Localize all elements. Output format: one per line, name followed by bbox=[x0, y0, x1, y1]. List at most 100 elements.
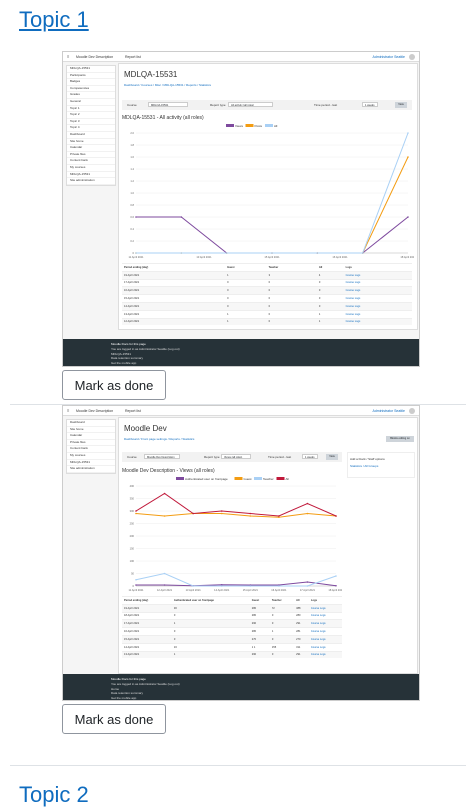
table-cell: 0 bbox=[171, 627, 250, 636]
course-logs-link: Course Logs bbox=[308, 627, 342, 636]
shot1-sidebar-item: Private files bbox=[67, 152, 115, 159]
shot1-x-tick: 16 April 2021 bbox=[332, 255, 348, 259]
shot1-chart: Views Posts All 0 0.2 0.4 0.6 0.8 1.0 1.2 1.4 1.6 1.… bbox=[129, 124, 414, 259]
shot2-footer-line: Moodle Docs for this page bbox=[111, 677, 146, 681]
shot2-controls: Course Moodle Dev Description Report typ… bbox=[122, 452, 342, 462]
shot2-chart-title: Moodle Dev Description - Views (all role… bbox=[122, 468, 215, 474]
shot1-sidebar-item: Participants bbox=[67, 73, 115, 80]
table-cell: 0 bbox=[171, 634, 250, 644]
shot2-legend-label: Authenticated user on frontpage bbox=[185, 477, 228, 481]
shot1-footer-line: MDLQA-15531 bbox=[111, 351, 132, 356]
shot2-y-tick: 350 bbox=[130, 497, 135, 501]
shot1-report-label: Report type bbox=[210, 103, 226, 107]
table-row: 17 April 2021 1 290 0 291 Course Logs bbox=[122, 619, 342, 628]
table-cell: 280 bbox=[249, 627, 270, 636]
shot1-sidebar-item: Badges bbox=[67, 79, 115, 86]
shot1-footer-line: Get the mobile app bbox=[111, 361, 137, 366]
table-cell: 30 bbox=[171, 603, 250, 613]
mark-as-done-button-1[interactable]: Mark as done bbox=[62, 370, 166, 400]
shot1-y-tick: 0.8 bbox=[130, 203, 134, 207]
shot2-edit-button: Blocks editing on bbox=[386, 436, 414, 442]
shot2-footer-line: You are logged in as Administrator Seatt… bbox=[111, 681, 180, 686]
shot1-x-tick: 18 April 2021 bbox=[400, 255, 414, 259]
shot1-sidebar-item: My courses bbox=[67, 165, 115, 172]
table-cell: 0 bbox=[266, 301, 317, 311]
table-cell: 1 bbox=[225, 270, 267, 280]
shot1-y-tick: 0.2 bbox=[130, 239, 134, 243]
table-cell: 155 bbox=[269, 642, 295, 652]
shot1-footer-line: Data retention summary bbox=[111, 356, 144, 361]
shot2-x-tick: 13 April 2021 bbox=[186, 588, 202, 592]
table-cell: 16 April 2021 bbox=[122, 627, 172, 636]
shot1-footer-line: Moodle Docs for this page bbox=[111, 342, 146, 346]
shot1-sidebar-item: Grades bbox=[67, 92, 115, 99]
table-cell: 13 April 2021 bbox=[122, 650, 172, 659]
shot2-report-select: Views (all roles) bbox=[221, 454, 251, 459]
course-logs-link: Course Logs bbox=[308, 611, 342, 620]
shot1-navbar: ≡ Moodle Dev Description Report list Adm… bbox=[63, 52, 419, 62]
table-cell: 1 1 bbox=[249, 642, 270, 652]
shot1-sidebar-item: General bbox=[67, 99, 115, 106]
table-row: 15 April 2021 0 270 0 270 Course Logs bbox=[122, 634, 342, 644]
shot1-user-name: Administrator Seattle bbox=[372, 55, 406, 59]
column-header: Period ending (day) bbox=[122, 263, 226, 272]
table-cell: 290 bbox=[249, 650, 270, 659]
shot2-data-point bbox=[163, 584, 166, 586]
table-cell: 280 bbox=[294, 611, 309, 620]
course-logs-link: Course Logs bbox=[308, 603, 342, 613]
shot2-x-tick: 12 April 2021 bbox=[157, 588, 173, 592]
shot2-series-line bbox=[136, 581, 337, 587]
shot2-x-tick: 14 April 2021 bbox=[214, 588, 230, 592]
table-cell: 281 bbox=[294, 627, 309, 636]
table-cell: 311 bbox=[294, 642, 309, 652]
shot1-course-select: MDLQA-15531 bbox=[148, 102, 188, 107]
table-cell: 280 bbox=[249, 611, 270, 620]
shot2-sidebar-item: Content bank bbox=[67, 446, 115, 453]
shot2-report-label: Report type bbox=[204, 455, 220, 459]
shot2-sidebar-item: Site home bbox=[67, 427, 115, 434]
course-logs-link: Course Logs bbox=[343, 301, 412, 311]
table-cell: 291 bbox=[294, 650, 309, 659]
topic-1-title[interactable]: Topic 1 bbox=[19, 7, 89, 32]
shot1-sidebar-item: Topic 2 bbox=[67, 112, 115, 119]
shot2-report-menu: Report list bbox=[125, 409, 141, 413]
topic-2-title[interactable]: Topic 2 bbox=[19, 782, 89, 807]
shot2-data-point bbox=[220, 512, 223, 515]
mark-as-done-button-2[interactable]: Mark as done bbox=[62, 704, 166, 734]
table-row: 16 April 2021 0 280 1 281 Course Logs bbox=[122, 627, 342, 636]
table-cell: 291 bbox=[294, 619, 309, 628]
shot2-data-point bbox=[163, 515, 166, 517]
shot2-y-tick: 150 bbox=[130, 547, 135, 551]
shot1-data-point bbox=[135, 252, 137, 254]
shot1-legend-label: Views bbox=[235, 124, 243, 128]
shot1-legend-swatch bbox=[265, 124, 273, 127]
column-header: All bbox=[294, 596, 309, 605]
shot1-data-point bbox=[180, 252, 183, 254]
table-cell: 0 bbox=[266, 309, 317, 319]
table-header-row: Period ending (day) Guest Teacher All Logs bbox=[122, 263, 412, 272]
shot1-site-name: Moodle Dev Description bbox=[76, 55, 114, 59]
shot1-y-tick: 0.4 bbox=[130, 227, 134, 231]
shot2-y-tick: 200 bbox=[130, 534, 135, 538]
shot2-sidebar-item: Dashboard bbox=[67, 420, 115, 427]
shot2-table: Period ending (day) Authenticated user on… bbox=[122, 596, 342, 659]
column-header: Teacher bbox=[266, 263, 317, 272]
shot1-y-tick: 2.0 bbox=[130, 131, 134, 135]
shot1-sidebar-item: Site administration bbox=[67, 178, 115, 185]
table-row: 16 April 2021 0 0 0 Course Logs bbox=[122, 286, 412, 295]
shot2-footer-line: Get the mobile app bbox=[111, 696, 137, 701]
shot2-data-point bbox=[220, 585, 223, 587]
table-cell: 0 bbox=[269, 634, 295, 644]
shot1-legend-swatch bbox=[226, 124, 234, 127]
shot1-sidebar-item: Competencies bbox=[67, 86, 115, 93]
table-cell: 18 April 2021 bbox=[122, 611, 172, 620]
table-cell: 3 bbox=[266, 270, 317, 280]
table-cell: 0 bbox=[225, 286, 267, 295]
shot1-footer: Moodle Docs for this page You are logged … bbox=[63, 339, 419, 366]
shot2-time-label: Time period - last bbox=[268, 455, 292, 459]
shot1-report-menu: Report list bbox=[125, 55, 141, 59]
table-cell: 14 April 2021 bbox=[122, 642, 172, 652]
shot1-y-tick: 1.8 bbox=[130, 143, 134, 147]
table-cell: 0 bbox=[269, 619, 295, 628]
shot2-sidebar-item: Site administration bbox=[67, 466, 115, 473]
